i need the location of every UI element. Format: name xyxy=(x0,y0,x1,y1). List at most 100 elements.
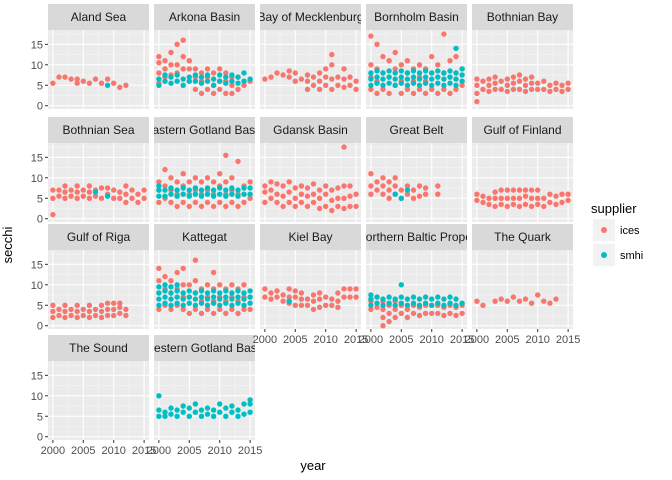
point-ices xyxy=(192,199,199,206)
point-ices xyxy=(422,191,429,197)
point-ices xyxy=(56,193,62,199)
point-ices xyxy=(453,53,459,60)
point-ices xyxy=(323,66,329,72)
x-tick-label: 2005 xyxy=(283,334,307,346)
point-ices xyxy=(156,278,162,284)
point-ices xyxy=(98,185,105,191)
point-ices xyxy=(241,282,247,288)
point-ices xyxy=(547,199,553,206)
point-ices xyxy=(347,294,353,300)
point-smhi xyxy=(192,72,199,78)
point-ices xyxy=(268,187,274,193)
point-ices xyxy=(62,314,68,321)
point-ices xyxy=(516,72,523,78)
point-ices xyxy=(92,76,99,82)
facet-kiel-bay: Kiel Bay xyxy=(260,224,361,329)
x-tick-label: 2015 xyxy=(344,334,368,346)
point-ices xyxy=(492,203,498,210)
point-ices xyxy=(74,308,80,315)
facet-panels: Aland Sea Arkona Basin Bay of Mecklenburg B… xyxy=(48,4,573,440)
point-ices xyxy=(492,74,498,80)
point-ices xyxy=(316,304,323,310)
x-tick-label: 2010 xyxy=(207,445,231,457)
point-ices xyxy=(80,193,87,199)
point-smhi xyxy=(168,284,174,290)
point-ices xyxy=(486,82,492,89)
point-ices xyxy=(504,82,510,89)
point-smhi xyxy=(156,193,162,199)
point-ices xyxy=(441,312,447,319)
point-ices xyxy=(368,33,374,39)
point-smhi xyxy=(241,290,247,296)
point-ices xyxy=(50,314,56,321)
point-ices xyxy=(117,189,123,195)
point-ices xyxy=(386,310,392,317)
point-ices xyxy=(292,203,298,210)
point-smhi xyxy=(416,302,423,308)
point-smhi xyxy=(223,300,229,306)
point-ices xyxy=(274,288,280,294)
point-smhi xyxy=(168,411,174,417)
point-smhi xyxy=(435,294,441,300)
point-smhi xyxy=(162,78,168,84)
point-ices xyxy=(247,179,253,185)
point-ices xyxy=(229,282,235,288)
point-ices xyxy=(480,302,486,308)
point-ices xyxy=(68,76,74,82)
point-smhi xyxy=(429,82,435,89)
point-ices xyxy=(74,183,80,189)
point-ices xyxy=(286,189,292,195)
legend-label: ices xyxy=(620,225,640,237)
point-smhi xyxy=(380,296,386,302)
point-ices xyxy=(535,187,541,193)
point-ices xyxy=(528,203,535,210)
point-ices xyxy=(310,74,317,80)
point-ices xyxy=(441,86,447,93)
point-ices xyxy=(304,302,311,308)
point-smhi xyxy=(198,193,205,199)
point-ices xyxy=(341,66,347,72)
point-ices xyxy=(510,201,517,208)
point-ices xyxy=(174,62,180,68)
point-ices xyxy=(535,86,541,93)
point-smhi xyxy=(192,185,199,191)
point-smhi xyxy=(217,78,223,84)
point-smhi xyxy=(204,290,211,296)
point-ices xyxy=(565,197,571,203)
y-tick-label: 0 xyxy=(37,101,43,113)
point-ices xyxy=(547,191,553,197)
point-ices xyxy=(335,74,341,80)
point-ices xyxy=(123,199,129,206)
point-smhi xyxy=(217,72,223,78)
point-smhi xyxy=(156,183,162,189)
point-smhi xyxy=(174,78,180,84)
point-smhi xyxy=(386,80,392,86)
point-ices xyxy=(280,183,286,189)
point-ices xyxy=(547,88,553,95)
point-ices xyxy=(329,187,335,193)
point-smhi xyxy=(229,290,235,296)
point-ices xyxy=(392,183,398,189)
point-ices xyxy=(98,195,105,201)
point-ices xyxy=(274,191,280,197)
y-tick-label: 10 xyxy=(31,173,43,185)
point-ices xyxy=(186,282,192,288)
point-ices xyxy=(156,199,162,206)
point-ices xyxy=(168,62,174,68)
point-smhi xyxy=(168,296,174,302)
facet-strip-label: Gulf of Finland xyxy=(483,123,561,137)
y-tick-label: 5 xyxy=(37,300,43,312)
point-smhi xyxy=(459,66,465,72)
point-ices xyxy=(368,86,374,93)
point-ices xyxy=(368,171,374,177)
facet-gulf-of-riga: Gulf of Riga xyxy=(48,224,149,329)
point-smhi xyxy=(392,302,398,308)
facet-the-sound: The Sound xyxy=(48,335,149,440)
point-smhi xyxy=(368,296,374,302)
point-smhi xyxy=(241,296,247,302)
point-ices xyxy=(235,203,241,210)
point-ices xyxy=(429,86,435,93)
point-smhi xyxy=(453,45,459,52)
point-smhi xyxy=(429,70,435,76)
point-smhi xyxy=(210,300,217,306)
